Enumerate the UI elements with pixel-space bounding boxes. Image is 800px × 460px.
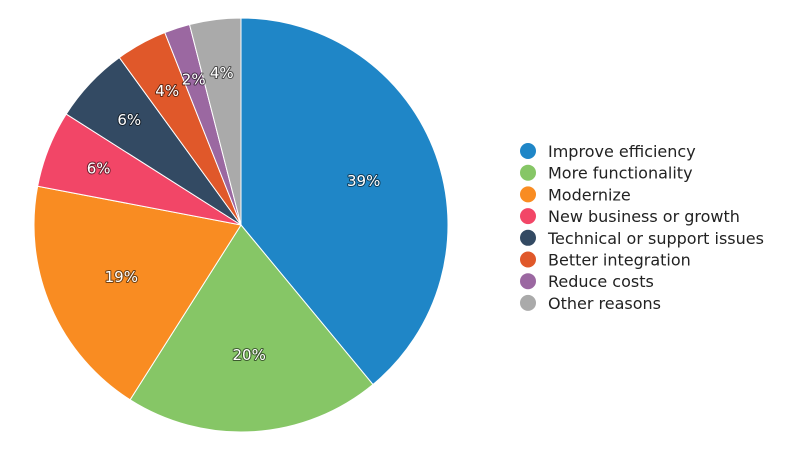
legend-marker	[520, 186, 536, 203]
legend-label: Improve efficiency	[548, 142, 696, 161]
slice-label-technical-or-support-issues: 6%	[117, 111, 141, 129]
legend-item-other-reasons[interactable]: Other reasons	[520, 294, 661, 313]
legend-marker	[520, 143, 536, 159]
legend-item-better-integration[interactable]: Better integration	[520, 251, 691, 270]
legend-label: Other reasons	[548, 294, 661, 313]
legend-label: New business or growth	[548, 207, 740, 226]
legend-marker	[520, 294, 536, 311]
pie-slice-more-functionality	[129, 224, 374, 433]
legend-marker	[520, 251, 536, 268]
legend-item-modernize[interactable]: Modernize	[520, 185, 631, 204]
legend: Improve efficiency More functionality Mode…	[520, 142, 764, 313]
legend-item-new-business-or-growth[interactable]: New business or growth	[520, 207, 740, 226]
slice-label-more-functionality: 20%	[233, 346, 266, 364]
legend-label: Modernize	[548, 185, 631, 204]
legend-item-improve-efficiency[interactable]: Improve efficiency	[520, 142, 696, 161]
slice-label-reduce-costs: 2%	[182, 70, 206, 88]
pie-slices	[33, 17, 449, 433]
legend-marker	[520, 208, 536, 225]
slice-label-improve-efficiency: 39%	[347, 172, 380, 190]
slice-label-modernize: 19%	[105, 268, 138, 286]
legend-label: More functionality	[548, 164, 693, 183]
slice-label-other-reasons: 4%	[210, 64, 234, 82]
legend-item-reduce-costs[interactable]: Reduce costs	[520, 272, 654, 291]
legend-label: Better integration	[548, 251, 691, 270]
slice-label-better-integration: 4%	[155, 82, 179, 100]
legend-item-technical-or-support-issues[interactable]: Technical or support issues	[520, 229, 764, 248]
legend-marker	[520, 229, 536, 246]
legend-item-more-functionality[interactable]: More functionality	[520, 164, 693, 183]
slice-label-new-business-or-growth: 6%	[87, 160, 111, 178]
pie-slice-other-reasons	[188, 17, 242, 226]
legend-label: Technical or support issues	[547, 229, 764, 248]
pie-slice-modernize	[33, 185, 242, 401]
pie-slice-labels: 39% 20% 19% 6% 6% 4%2% 4%	[86, 63, 382, 365]
legend-marker	[520, 273, 536, 290]
pie-slice-improve-efficiency	[240, 17, 449, 386]
legend-marker	[520, 164, 536, 181]
legend-label: Reduce costs	[548, 272, 654, 291]
